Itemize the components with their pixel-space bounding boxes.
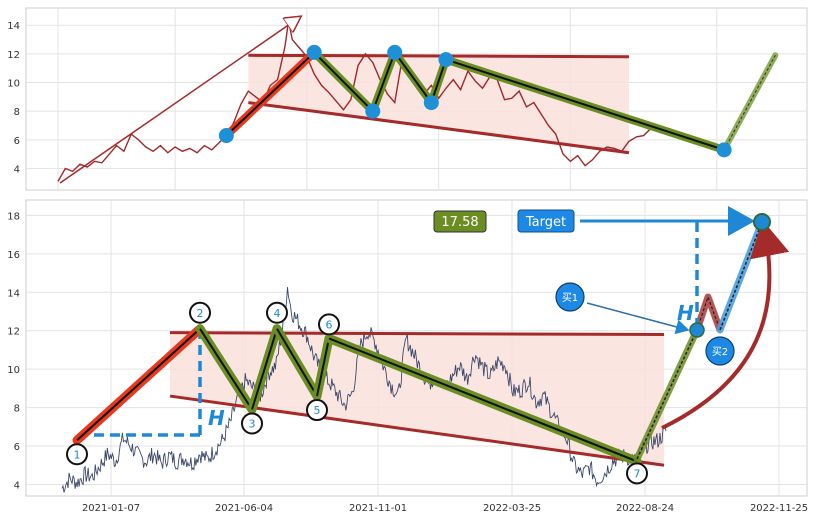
top-projection-core (723, 55, 776, 151)
projection-curve-arrow (661, 220, 790, 430)
buy2-label: 买2 (712, 346, 728, 358)
pivot-marker (189, 301, 211, 324)
top-lower-trendline (248, 101, 630, 155)
pivot-label: 6 (326, 318, 333, 331)
top-y-tick-label: 8 (14, 107, 20, 118)
top-pivot-point (423, 95, 439, 111)
height-label-left: H (208, 406, 225, 430)
bottom-y-tick-label: 16 (7, 250, 20, 261)
bottom-y-tick-label: 8 (14, 404, 20, 415)
height-label-right: H (677, 301, 694, 325)
top-leg-green-core (393, 51, 433, 104)
buy1-point (689, 322, 705, 338)
buy1-label: 买1 (562, 292, 578, 304)
bottom-price-line (61, 287, 667, 493)
top-y-tick-label: 6 (14, 136, 20, 147)
bottom-y-tick-label: 12 (7, 327, 20, 338)
top-trend-arrow (59, 17, 300, 184)
top-leg-green-core (430, 59, 447, 103)
bottom-leg-green-core (251, 328, 278, 410)
top-pivot-point (387, 44, 403, 60)
bottom-pivot-markers: 1 2 3 4 5 6 7 (66, 301, 648, 485)
bottom-y-tick-label: 14 (7, 288, 20, 299)
bottom-pattern-legs (72, 324, 642, 466)
top-y-tick-label: 10 (7, 79, 20, 90)
bottom-upper-trendline (169, 331, 665, 337)
top-leg-green-core (313, 51, 374, 112)
bottom-x-tick-label: 2022-03-25 (483, 503, 541, 514)
top-pivot-point (716, 142, 732, 158)
pivot-label: 1 (74, 448, 81, 461)
top-leg-green-core (371, 52, 396, 112)
pivot-label: 7 (634, 467, 641, 480)
bottom-y-tick-label: 18 (7, 211, 20, 222)
target-point (753, 213, 771, 231)
bottom-y-tick-labels: 4 6 8 10 12 14 16 18 (7, 211, 20, 491)
pivot-marker (318, 313, 340, 336)
bottom-x-tick-label: 2021-01-07 (82, 503, 140, 514)
pivot-marker (626, 462, 648, 485)
buy2-circle (705, 336, 735, 366)
pivot-label: 3 (249, 418, 256, 431)
target-box (517, 209, 575, 233)
top-y-tick-label: 4 (14, 165, 20, 176)
pivot-label: 4 (274, 307, 281, 320)
bottom-leg-green-core (199, 328, 253, 411)
top-pivot-point (306, 44, 322, 60)
bottom-leg-green-core (316, 338, 330, 397)
bottom-y-tick-label: 10 (7, 365, 20, 376)
bottom-x-tick-label: 2021-11-01 (349, 503, 407, 514)
pivot-marker (306, 399, 328, 422)
target-value-box (433, 210, 487, 233)
top-pivot-points (218, 44, 732, 158)
bottom-y-tick-label: 6 (14, 442, 20, 453)
bottom-x-tick-label: 2022-08-24 (616, 503, 674, 514)
bottom-leg-red-core (76, 328, 201, 442)
top-pivot-point (218, 128, 234, 144)
top-y-tick-label: 12 (7, 50, 20, 61)
projection-pullback-core (696, 295, 721, 331)
pivot-marker (241, 412, 263, 435)
bottom-x-tick-labels: 2021-01-07 2021-06-04 2021-11-01 2022-03-25… (82, 503, 808, 514)
bottom-leg-green-core (276, 328, 318, 397)
top-leg-red-core (225, 51, 315, 137)
bottom-x-tick-label: 2021-06-04 (215, 503, 273, 514)
pivot-label: 2 (197, 307, 204, 320)
top-y-tick-label: 14 (7, 21, 20, 32)
bottom-y-tick-label: 4 (14, 480, 20, 491)
pivot-label: 5 (314, 404, 321, 417)
top-price-line (57, 20, 652, 182)
buy1-arrow (586, 302, 690, 335)
pivot-marker (266, 301, 288, 324)
projection-leg-1-core (636, 329, 698, 460)
bottom-channel-fill (170, 332, 664, 466)
target-label: Target (525, 215, 566, 230)
pivot-marker (66, 443, 88, 466)
top-pivot-point (365, 103, 381, 119)
top-leg-green-core (445, 58, 725, 151)
target-value-text: 17.58 (441, 215, 478, 230)
top-pattern-legs (222, 48, 779, 154)
top-pivot-point (438, 52, 454, 68)
bottom-x-tick-label: 2022-11-25 (750, 503, 808, 514)
buy1-circle (555, 282, 585, 312)
bottom-leg-green-core (328, 337, 638, 463)
top-y-tick-labels: 4 6 8 10 12 14 (7, 21, 20, 175)
top-panel: 4 6 8 10 12 14 (7, 7, 808, 191)
